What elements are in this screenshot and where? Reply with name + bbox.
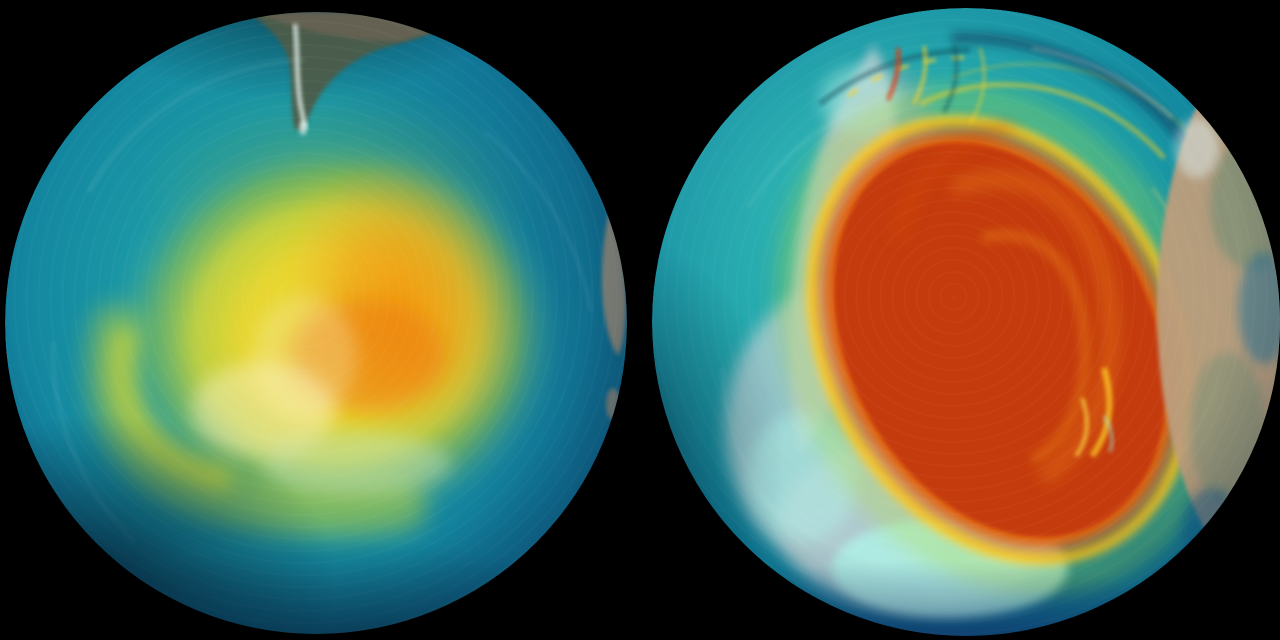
right-ozone-globe [652, 8, 1280, 636]
left-ozone-globe [5, 12, 627, 634]
right-limb-shadow [652, 8, 1280, 636]
left-limb-shadow [5, 12, 627, 634]
